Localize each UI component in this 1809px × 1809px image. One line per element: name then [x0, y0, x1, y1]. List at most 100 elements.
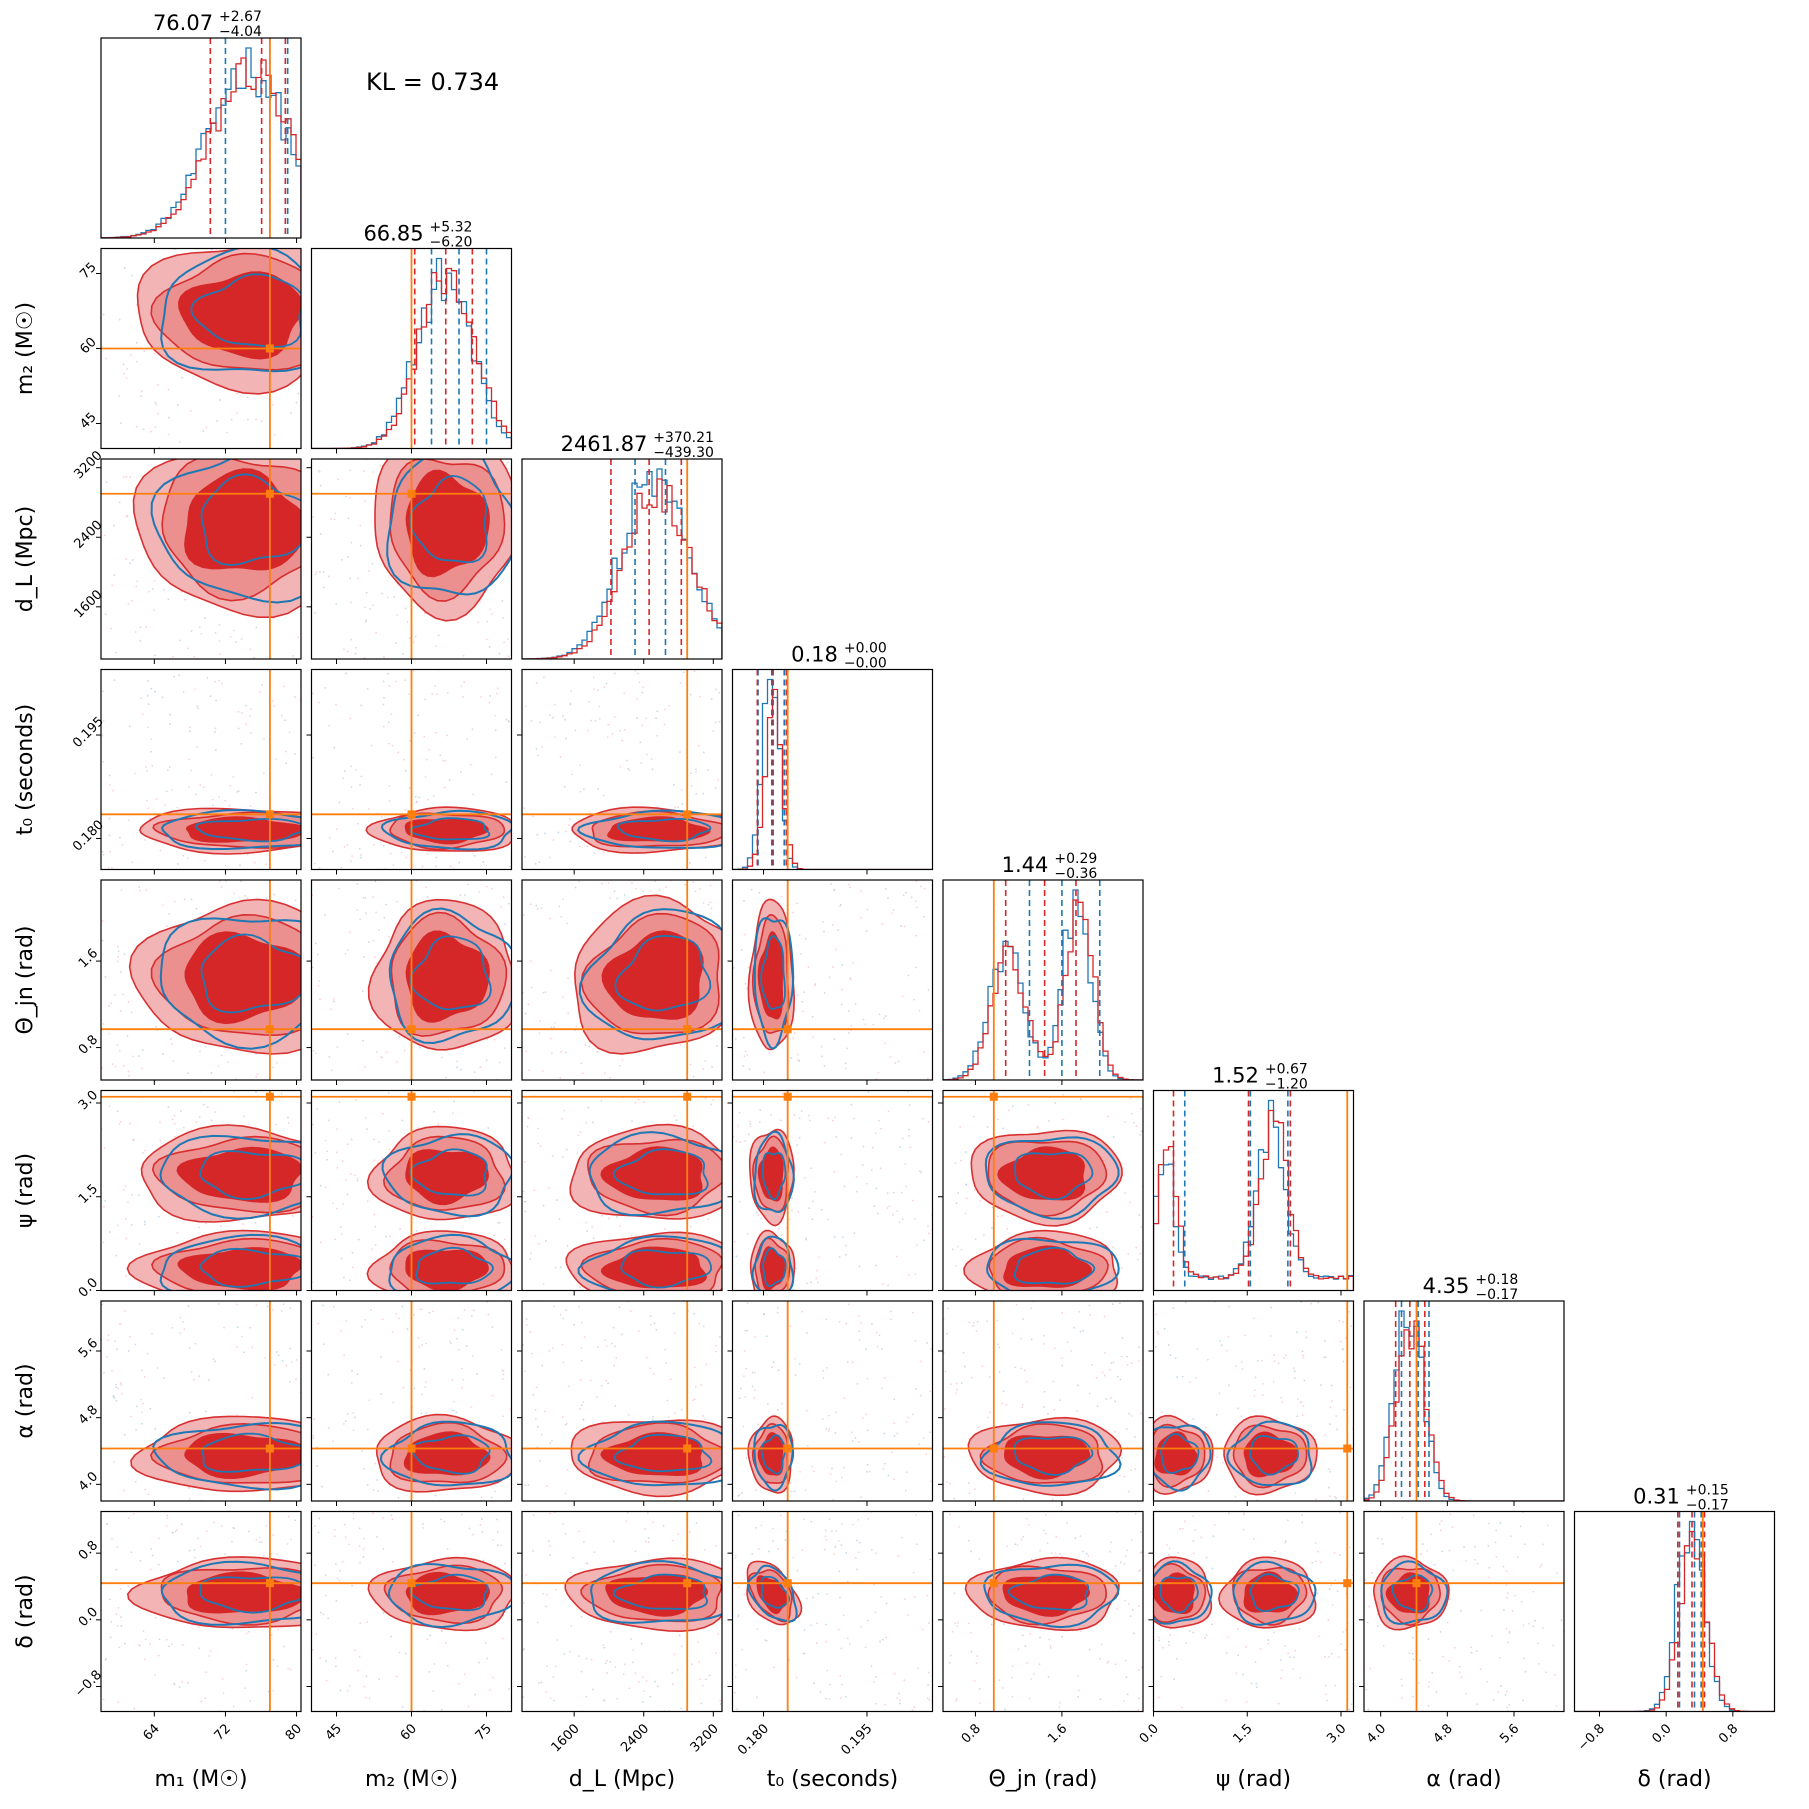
sample-point: [1448, 1549, 1451, 1552]
sample-point: [332, 997, 335, 1000]
sample-point: [217, 1303, 220, 1305]
sample-point: [358, 1527, 361, 1530]
sample-point: [1253, 1389, 1256, 1392]
sample-point: [673, 1653, 676, 1656]
sample-point: [602, 794, 605, 797]
sample-point: [130, 1011, 133, 1014]
sample-point: [1333, 1552, 1336, 1554]
sample-point: [946, 1481, 949, 1483]
sample-point: [688, 861, 691, 864]
panel-theta-vs-delta: 0.8 1.6: [938, 1510, 1144, 1747]
sample-point: [105, 1355, 108, 1358]
sample-point: [916, 906, 919, 909]
sample-point: [1510, 1535, 1512, 1538]
sample-point: [868, 1470, 871, 1473]
sample-point: [154, 654, 156, 657]
sample-point: [1328, 1655, 1330, 1658]
sample-point: [805, 1409, 808, 1412]
sample-point: [151, 1332, 153, 1335]
sample-point: [907, 974, 910, 977]
sample-point: [641, 1675, 644, 1678]
sample-point: [978, 1426, 980, 1428]
sample-point: [344, 1536, 347, 1539]
sample-point: [1110, 1397, 1112, 1399]
sample-point: [240, 880, 243, 883]
sample-point: [634, 1101, 637, 1104]
sample-point: [846, 1361, 849, 1363]
sample-point: [842, 1614, 845, 1617]
truth-marker: [265, 1444, 274, 1453]
sample-point: [1382, 1645, 1385, 1647]
sample-point: [649, 1367, 652, 1370]
sample-point: [864, 1023, 867, 1026]
sample-point: [1163, 1327, 1166, 1330]
hist-title-plus-delta: +0.15: [1686, 1483, 1729, 1499]
sample-point: [180, 591, 183, 593]
panel-m2-vs-t0: [306, 668, 513, 875]
sample-point: [428, 748, 430, 751]
sample-point: [110, 627, 112, 630]
sample-point: [656, 710, 659, 713]
sample-point: [851, 1440, 854, 1442]
sample-point: [805, 1332, 808, 1334]
sample-point: [549, 714, 551, 716]
sample-point: [556, 1639, 559, 1641]
sample-point: [664, 1227, 666, 1230]
contour-blue-outer: [753, 1424, 795, 1492]
sample-point: [313, 1418, 315, 1420]
sample-point: [555, 1199, 558, 1201]
truth-marker: [1412, 1579, 1421, 1588]
sample-point: [578, 1408, 581, 1410]
sample-point: [526, 1125, 529, 1128]
sample-point: [1277, 1362, 1280, 1365]
sample-point: [1364, 1579, 1367, 1582]
sample-point: [121, 843, 124, 846]
sample-point: [212, 1358, 215, 1360]
sample-point: [179, 1332, 182, 1335]
contour-blue-inner: [200, 933, 301, 1014]
sample-point: [908, 1128, 910, 1131]
sample-point: [613, 1364, 616, 1367]
sample-point: [848, 1010, 850, 1012]
contour-blue-inner: [1249, 1573, 1300, 1613]
contour-blue-inner: [760, 935, 786, 1011]
sample-point: [169, 723, 171, 725]
sample-point: [369, 608, 372, 610]
sample-point: [473, 854, 476, 857]
sample-point: [552, 839, 555, 841]
sample-point: [664, 708, 666, 711]
sample-point: [1366, 1621, 1369, 1624]
sample-point: [276, 1553, 278, 1556]
contour-blue-inner: [1008, 1573, 1090, 1611]
sample-point: [553, 1699, 556, 1702]
sample-point: [522, 1696, 525, 1699]
sample-point: [357, 822, 359, 825]
sample-point: [336, 1046, 339, 1048]
sample-point: [350, 601, 352, 604]
sample-point: [1283, 1357, 1286, 1359]
sample-point: [715, 1652, 718, 1655]
sample-point: [424, 1342, 427, 1345]
sample-point: [328, 1119, 330, 1122]
sample-point: [1047, 1120, 1050, 1122]
sample-point: [603, 686, 606, 688]
x-tick-label-theta-0-8: 0.8: [959, 1721, 984, 1746]
sample-point: [113, 1397, 116, 1399]
sample-point: [111, 584, 114, 587]
sample-point: [884, 888, 887, 890]
sample-point: [210, 773, 213, 776]
sample-point: [425, 758, 428, 761]
sample-point: [449, 1342, 452, 1345]
sample-point: [816, 1281, 819, 1284]
sample-point: [142, 428, 145, 431]
sample-point: [1254, 1376, 1257, 1379]
hist-title-minus-m1: −4.04: [219, 24, 262, 40]
sample-point: [245, 723, 248, 726]
sample-point: [1130, 1415, 1133, 1417]
sample-point: [691, 1663, 693, 1666]
sample-point: [949, 1482, 951, 1485]
sample-point: [866, 908, 869, 911]
sample-point: [319, 1241, 322, 1244]
sample-point: [1025, 1380, 1028, 1383]
